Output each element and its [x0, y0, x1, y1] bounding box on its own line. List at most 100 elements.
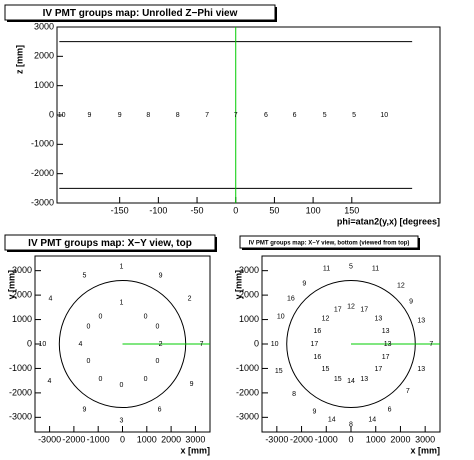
point-label: 14	[347, 378, 355, 385]
point-label: 5	[349, 263, 353, 270]
point-label: 8	[176, 112, 180, 119]
x-tick-label: 1000	[137, 434, 157, 444]
point-label: 9	[88, 112, 92, 119]
title-box	[4, 4, 276, 21]
x-tick-label: 150	[344, 205, 359, 215]
x-tick-label: 0	[233, 205, 238, 215]
y-axis-title: y [mm]	[233, 270, 243, 300]
x-axis-title: phi=atan2(y,x) [degrees]	[337, 216, 440, 226]
y-tick-label: -3000	[9, 412, 32, 422]
x-tick-label: 2000	[161, 434, 181, 444]
point-label: 0	[156, 358, 160, 365]
x-tick-label: -150	[111, 205, 129, 215]
point-label: 16	[313, 354, 321, 361]
point-label: 10	[271, 341, 279, 348]
y-tick-label: 0	[254, 338, 259, 348]
y-tick-label: -1000	[31, 139, 54, 149]
point-label: 10	[380, 112, 388, 119]
point-label: 7	[406, 388, 410, 395]
point-label: 2	[159, 341, 163, 348]
point-label: 15	[322, 366, 330, 373]
panel-title: IV PMT groups map: X−Y view, bottom (vie…	[249, 241, 410, 247]
y-tick-label: -2000	[9, 387, 32, 397]
point-label: 9	[83, 406, 87, 413]
panel: IV PMT groups map: X−Y view, bottom (vie…	[233, 235, 441, 455]
point-label: 14	[328, 416, 336, 423]
point-label: 12	[322, 316, 330, 323]
x-tick-label: 3000	[415, 434, 435, 444]
point-label: 9	[409, 299, 413, 306]
y-tick-label: 3000	[239, 265, 259, 275]
point-label: 9	[312, 408, 316, 415]
y-tick-label: -3000	[236, 412, 259, 422]
point-label: 9	[118, 112, 122, 119]
point-label: 7	[234, 112, 238, 119]
point-label: 0	[99, 314, 103, 321]
x-axis-title: x [mm]	[180, 445, 210, 455]
y-tick-label: 3000	[12, 265, 32, 275]
point-label: 4	[48, 378, 52, 385]
point-label: 6	[264, 112, 268, 119]
point-label: 5	[323, 112, 327, 119]
point-label: 8	[146, 112, 150, 119]
point-label: 8	[292, 391, 296, 398]
y-tick-label: 2000	[34, 51, 54, 61]
y-tick-label: 2000	[12, 289, 32, 299]
y-tick-label: -2000	[31, 168, 54, 178]
point-label: 8	[349, 421, 353, 428]
x-tick-label: -1000	[87, 434, 110, 444]
point-label: 13	[360, 376, 368, 383]
x-tick-label: 0	[120, 434, 125, 444]
point-label: 13	[382, 328, 390, 335]
point-label: 9	[159, 272, 163, 279]
point-label: 16	[287, 296, 295, 303]
x-tick-label: -100	[149, 205, 167, 215]
y-tick-label: 1000	[239, 314, 259, 324]
point-label: 9	[302, 280, 306, 287]
point-label: 5	[83, 272, 87, 279]
point-label: 9	[190, 381, 194, 388]
point-label: 10	[277, 314, 285, 321]
point-label: 17	[311, 341, 319, 348]
y-axis-title: y [mm]	[6, 270, 16, 300]
point-label: 6	[158, 406, 162, 413]
x-tick-label: -50	[191, 205, 204, 215]
point-label: 1	[120, 300, 124, 307]
point-label: 10	[39, 341, 47, 348]
x-tick-label: -1000	[315, 434, 338, 444]
y-tick-label: 1000	[12, 314, 32, 324]
point-label: 0	[99, 376, 103, 383]
point-label: 15	[275, 368, 283, 375]
panel-title: IV PMT groups map: Unrolled Z−Phi view	[43, 8, 238, 19]
panel: IV PMT groups map: X−Y view, top-3000 -20…	[4, 234, 217, 455]
x-tick-label: 50	[269, 205, 279, 215]
x-tick-label: 2000	[390, 434, 410, 444]
point-label: 12	[347, 304, 355, 311]
point-label: 3	[120, 417, 124, 424]
point-label: 6	[388, 406, 392, 413]
panel-title: IV PMT groups map: X−Y view, top	[28, 238, 192, 249]
point-label: 0	[87, 324, 91, 331]
y-axis-title: z [mm]	[14, 45, 24, 74]
x-tick-label: -3000	[265, 434, 288, 444]
point-label: 17	[360, 307, 368, 314]
point-label: 2	[188, 295, 192, 302]
y-tick-label: 0	[49, 109, 54, 119]
point-label: 0	[120, 382, 124, 389]
point-label: 0	[156, 324, 160, 331]
point-label: 13	[417, 366, 425, 373]
x-axis-title: x [mm]	[410, 445, 440, 455]
point-label: 4	[78, 341, 82, 348]
y-tick-label: 0	[27, 338, 32, 348]
x-tick-label: 0	[348, 434, 353, 444]
point-label: 17	[375, 366, 383, 373]
x-tick-label: 3000	[185, 434, 205, 444]
x-tick-label: -2000	[290, 434, 313, 444]
x-tick-label: 100	[306, 205, 321, 215]
point-label: 11	[323, 265, 330, 272]
x-tick-label: -3000	[38, 434, 61, 444]
x-tick-label: -2000	[62, 434, 85, 444]
title-box	[4, 234, 216, 251]
y-tick-label: 2000	[239, 289, 259, 299]
